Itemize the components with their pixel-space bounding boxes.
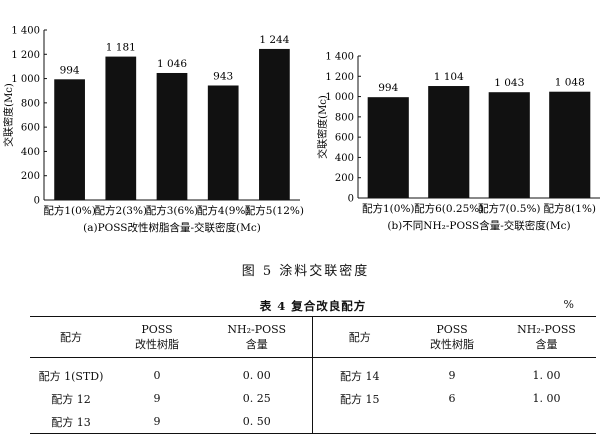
cell-nh2: 0. 25	[242, 392, 271, 405]
chart-b: 0 200 400 600 800 1 000 1 200 1 400 交联密度(Mc) 994 配…	[316, 52, 600, 232]
chart-b-y-tick-label: 200	[335, 173, 354, 184]
table-title-row: 表 4 复合改良配方 %	[30, 298, 596, 314]
header-poss-right-line1: POSS	[436, 323, 468, 336]
chart-a-y-tick-label: 0	[34, 196, 40, 207]
cell-nh2: 1. 00	[532, 369, 561, 382]
chart-a: 0 200 400 600 800 1 000 1 200 1 400 交联密度(Mc) 994 配…	[2, 26, 304, 235]
chart-a-category-label: 配方1(0%)	[43, 204, 96, 217]
chart-b-bar	[367, 97, 409, 198]
chart-a-bar-value-label: 943	[213, 70, 233, 82]
header-formula: 配方	[30, 316, 112, 358]
chart-a-category-label: 配方3(6%)	[146, 204, 199, 217]
cell-formula: 配方 14	[311, 357, 407, 387]
header-poss-right-line2: 改性树脂	[430, 338, 474, 351]
chart-b-bar-value-label: 994	[378, 82, 398, 94]
cell-poss: 9	[153, 415, 161, 428]
chart-a-bar	[105, 56, 137, 200]
cell-poss	[407, 410, 497, 434]
cell-nh2: 0. 50	[242, 415, 271, 428]
cell-formula: 配方 15	[311, 387, 407, 410]
chart-b-category-label: 配方8(1%)	[543, 202, 596, 215]
header-nh2-right-line1: NH₂-POSS	[517, 323, 576, 336]
chart-b-y-tick-label: 800	[335, 112, 354, 123]
cell-nh2: 0. 00	[242, 369, 271, 382]
chart-b-y-tick-label: 1 000	[325, 92, 354, 103]
chart-a-bar	[259, 48, 290, 200]
header-formula-right: 配方	[311, 316, 407, 358]
cell-poss: 9	[448, 369, 456, 382]
cell-nh2	[497, 410, 596, 434]
chart-a-bar	[54, 79, 85, 200]
chart-a-bar-value-label: 1 181	[106, 42, 136, 54]
chart-b-category-label: 配方1(0%)	[362, 202, 415, 215]
chart-a-y-tick-label: 1 000	[11, 74, 40, 85]
table-unit: %	[563, 298, 574, 311]
chart-b-bar-value-label: 1 104	[434, 71, 464, 83]
chart-b-y-tick-label: 1 200	[325, 72, 354, 83]
formula-table: 配方 POSS 改性树脂 NH₂-POSS 含量 配方 POSS 改性树脂 NH₂-P…	[30, 316, 596, 434]
cell-poss: 6	[448, 392, 456, 405]
chart-b-bar	[428, 86, 470, 198]
cell-formula: 配方 13	[51, 415, 91, 429]
chart-a-bar-value-label: 1 244	[259, 34, 289, 46]
header-nh2-line2: 含量	[245, 338, 268, 351]
table-row: 配方 13 9 0. 50	[30, 410, 596, 434]
chart-b-y-tick-label: 600	[335, 133, 354, 144]
chart-b-bar-value-label: 1 043	[494, 77, 524, 89]
chart-a-category-label: 配方4(9%)	[197, 204, 250, 217]
chart-a-bar	[156, 72, 188, 200]
cell-formula: 配方 1(STD)	[38, 369, 104, 383]
table-title: 表 4 复合改良配方	[259, 299, 367, 313]
chart-b-category-label: 配方6(0.25%)	[414, 202, 483, 215]
header-poss-right: POSS 改性树脂	[407, 316, 497, 358]
header-nh2: NH₂-POSS 含量	[202, 316, 312, 358]
chart-b-category-label: 配方7(0.5%)	[478, 202, 541, 215]
header-poss-line2: 改性树脂	[135, 338, 179, 351]
chart-b-y-tick-label: 1 400	[325, 52, 354, 63]
chart-a-y-axis-label: 交联密度(Mc)	[2, 83, 15, 147]
header-poss: POSS 改性树脂	[112, 316, 202, 358]
chart-a-caption: (a)POSS改性树脂含量-交联密度(Mc)	[83, 221, 261, 234]
chart-a-category-label: 配方2(3%)	[95, 204, 148, 217]
chart-b-bar-value-label: 1 048	[555, 77, 585, 89]
cell-poss: 9	[153, 392, 161, 405]
header-nh2-line1: NH₂-POSS	[227, 323, 287, 336]
header-nh2-right: NH₂-POSS 含量	[497, 316, 596, 358]
table-row: 配方 12 9 0. 25 配方 15 6 1. 00	[30, 387, 596, 410]
chart-a-y-tick-label: 200	[21, 171, 40, 182]
figure-caption: 图 5 涂料交联密度	[241, 264, 370, 279]
chart-b-y-tick-label: 0	[348, 194, 354, 205]
chart-b-y-axis-label: 交联密度(Mc)	[316, 95, 329, 159]
header-poss-line1: POSS	[141, 323, 173, 336]
chart-a-y-tick-label: 600	[21, 123, 40, 134]
cell-formula	[311, 410, 407, 434]
chart-a-bar-value-label: 1 046	[157, 58, 187, 70]
cell-poss: 0	[153, 369, 161, 382]
cell-nh2: 1. 00	[532, 392, 561, 405]
chart-a-y-tick-label: 800	[21, 98, 40, 109]
chart-a-category-label: 配方5(12%)	[245, 204, 304, 217]
chart-b-bar	[549, 91, 591, 198]
chart-b-bar	[488, 92, 530, 198]
chart-a-y-tick-label: 400	[21, 147, 40, 158]
chart-a-y-tick-label: 1 200	[11, 50, 40, 61]
chart-a-bar	[207, 85, 239, 200]
header-nh2-right-line2: 含量	[535, 338, 558, 351]
table-4: 表 4 复合改良配方 % 配方 POSS 改性树脂 NH₂-POSS 含量 配方 P…	[30, 298, 596, 434]
chart-b-y-tick-label: 400	[335, 153, 354, 164]
table-header-row: 配方 POSS 改性树脂 NH₂-POSS 含量 配方 POSS 改性树脂 NH₂-P…	[30, 316, 596, 358]
cell-formula: 配方 12	[51, 392, 91, 406]
table-row: 配方 1(STD) 0 0. 00 配方 14 9 1. 00	[30, 357, 596, 387]
chart-a-bar-value-label: 994	[60, 64, 80, 76]
chart-a-y-tick-label: 1 400	[11, 26, 40, 37]
chart-b-caption: (b)不同NH₂-POSS含量-交联密度(Mc)	[387, 219, 570, 232]
